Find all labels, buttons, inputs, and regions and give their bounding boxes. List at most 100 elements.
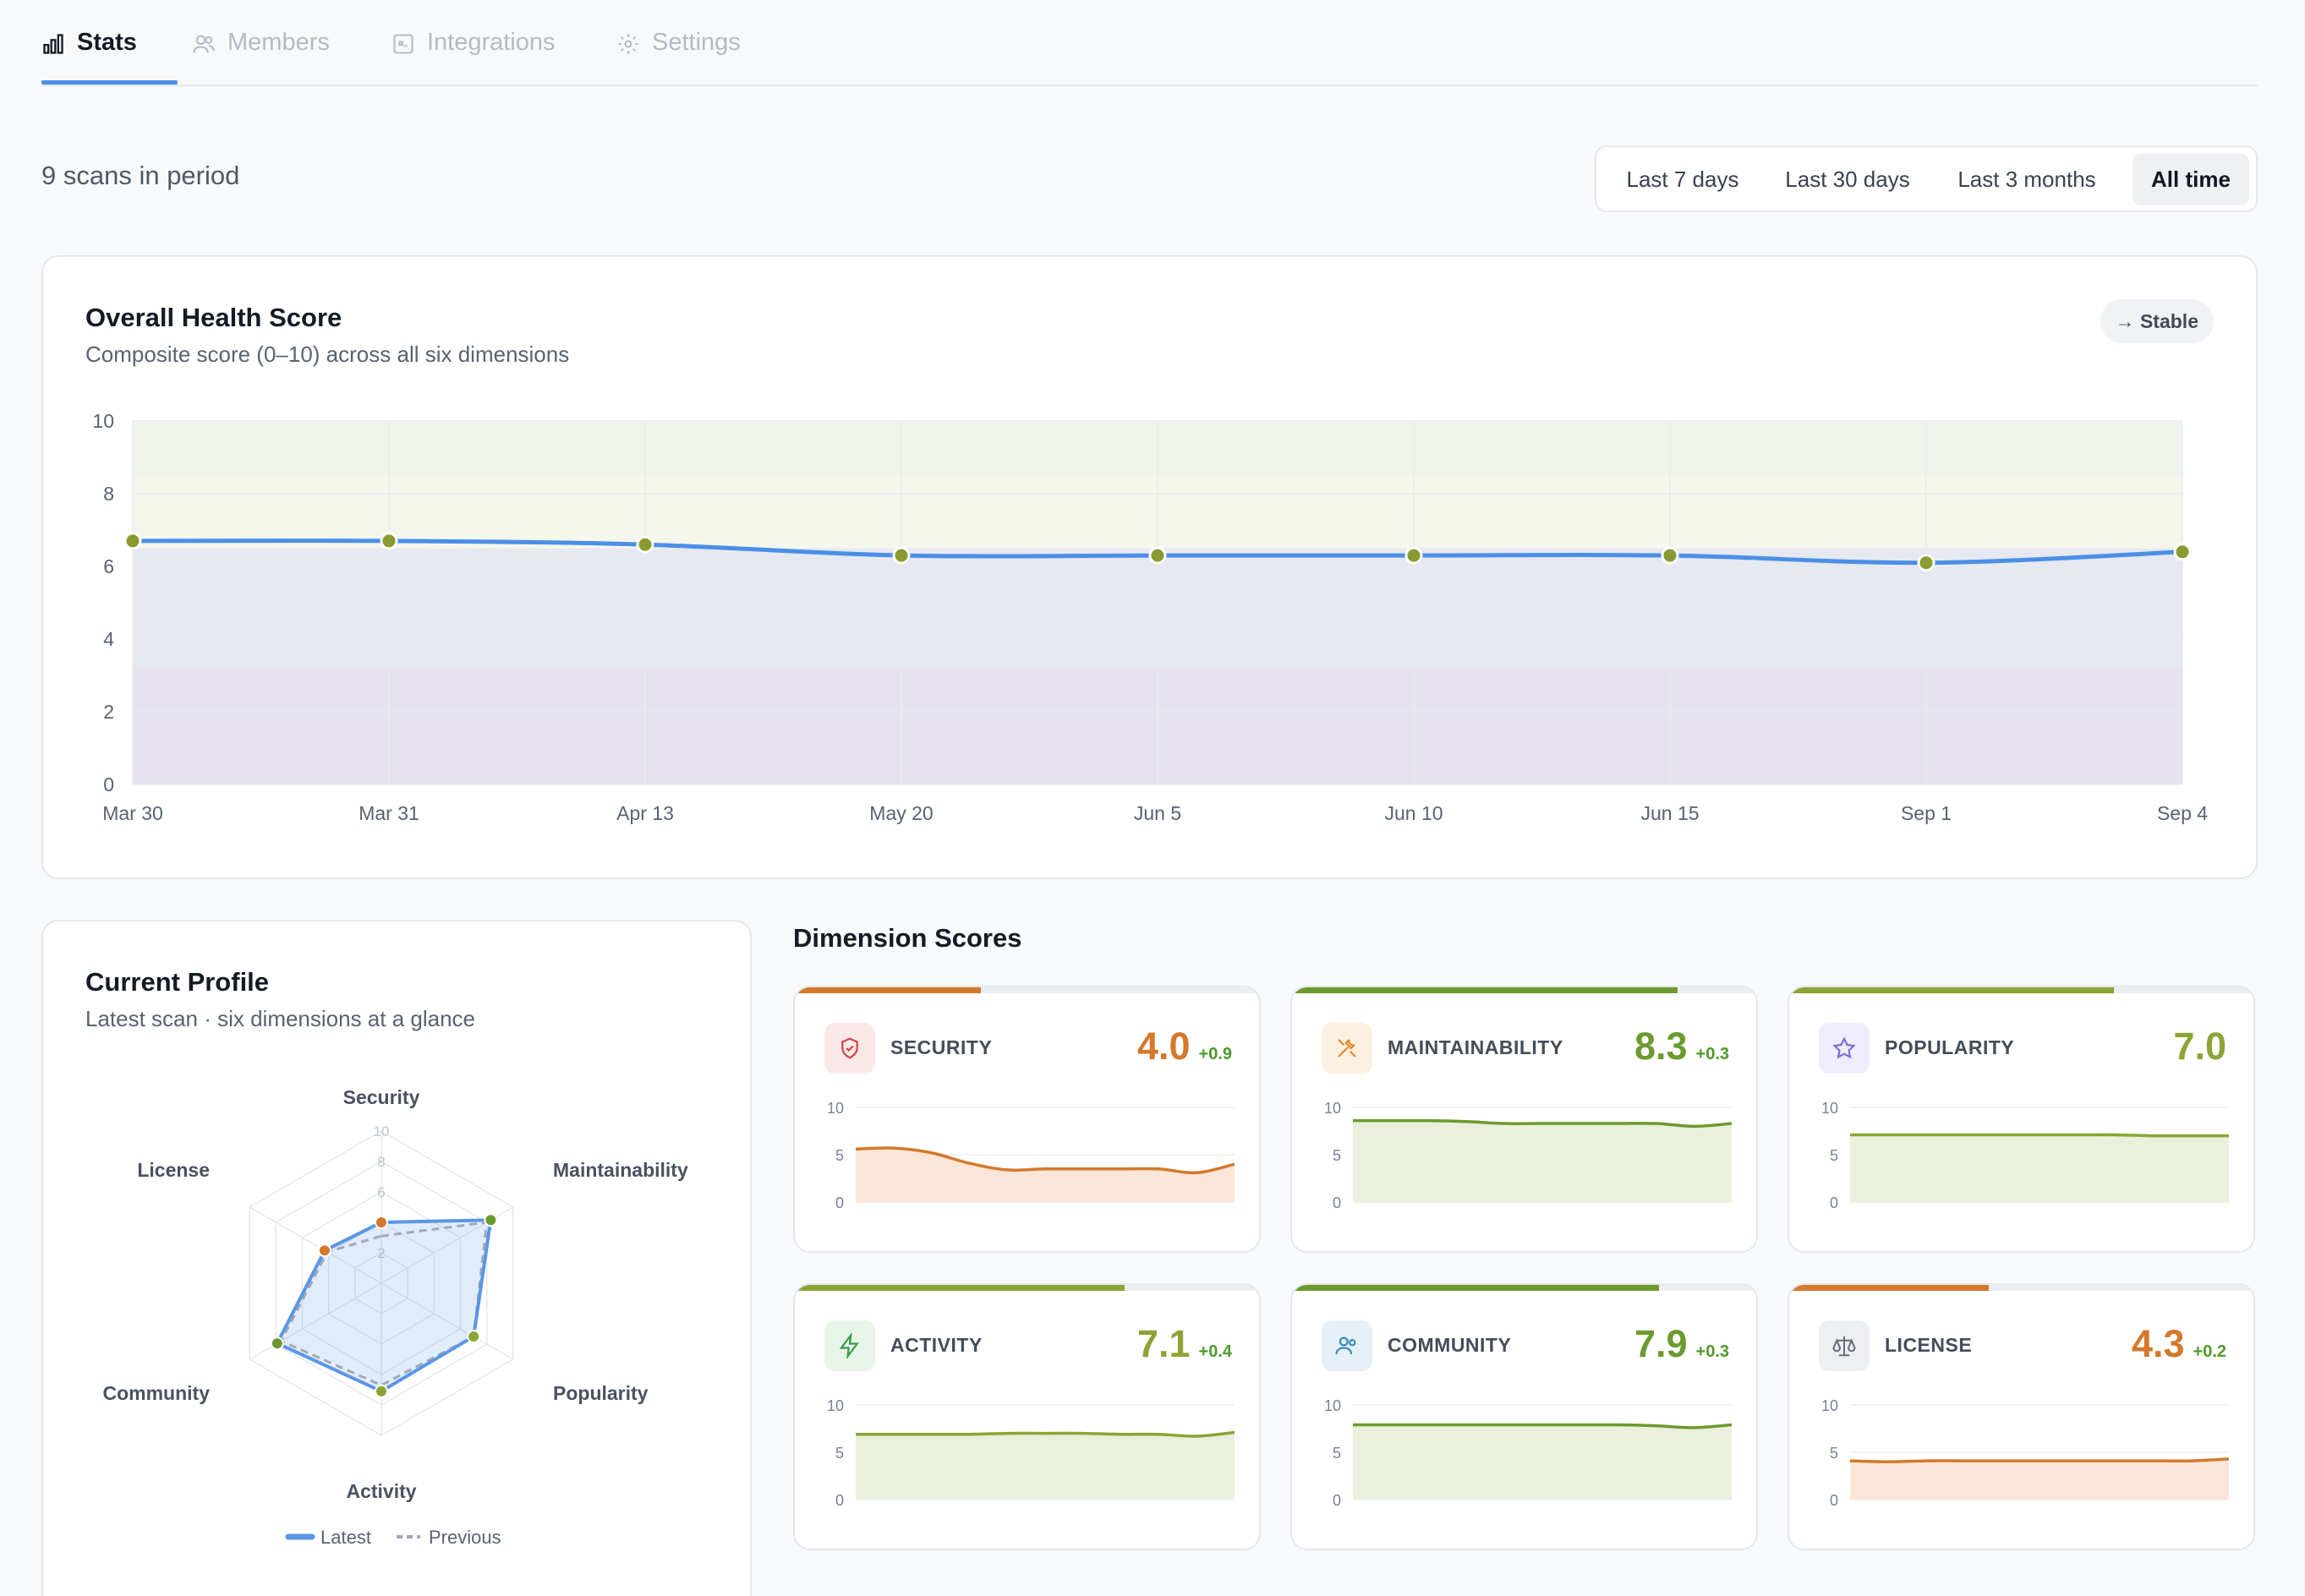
- radar-spoke: [381, 1282, 514, 1360]
- radar-axis-label: Maintainability: [553, 1159, 688, 1181]
- dimension-card-security[interactable]: SECURITY 4.0 +0.9 10 5 0: [793, 986, 1261, 1253]
- x-tick-label: Sep 4: [2157, 802, 2208, 824]
- x-tick-label: Mar 31: [359, 802, 419, 824]
- score-delta: +0.3: [1695, 1342, 1729, 1361]
- legend-previous-label: Previous: [429, 1527, 501, 1547]
- spark-tick-label: 10: [827, 1100, 844, 1117]
- spark-tick-label: 5: [835, 1445, 844, 1462]
- dimension-score: 7.0: [2173, 1025, 2226, 1068]
- y-tick-label: 2: [103, 701, 114, 723]
- tab-label: Stats: [77, 29, 137, 56]
- star-icon: [1819, 1023, 1870, 1074]
- x-tick-label: Sep 1: [1901, 802, 1952, 824]
- scale-icon: [1819, 1320, 1870, 1371]
- dimension-name: SECURITY: [890, 1036, 993, 1058]
- score-delta: +0.2: [2193, 1342, 2226, 1361]
- spark-line: [1352, 1423, 1733, 1429]
- dimension-card-maintainability[interactable]: MAINTAINABILITY 8.3 +0.3 10 5 0: [1290, 986, 1758, 1253]
- score-bar-fill: [1789, 1285, 1990, 1291]
- tab-members[interactable]: Members: [192, 29, 330, 86]
- radar-ring-label: 2: [377, 1245, 385, 1261]
- radar-chart: 246810SecurityMaintainabilityPopularityA…: [103, 1086, 688, 1547]
- range-last-30-days[interactable]: Last 30 days: [1785, 167, 1910, 192]
- score-bar-fill: [1292, 987, 1678, 993]
- tools-icon: [1322, 1023, 1372, 1074]
- score-group: 7.0: [2173, 1025, 2226, 1069]
- score-bar-track: [795, 987, 1259, 993]
- sparkline-chart: 10 5 0: [827, 1397, 1235, 1509]
- spark-area: [1353, 1120, 1732, 1202]
- radar-point: [317, 1243, 331, 1258]
- tab-bar: Stats Members Integrations Settings: [41, 0, 2258, 86]
- y-tick-label: 0: [103, 773, 114, 795]
- spark-area: [856, 1147, 1235, 1202]
- dimension-card-license[interactable]: LICENSE 4.3 +0.2 10 5 0: [1788, 1283, 2255, 1550]
- radar-point: [467, 1330, 481, 1343]
- dimension-card-popularity[interactable]: POPULARITY 7.0 10 5 0: [1788, 986, 2255, 1253]
- range-all-time[interactable]: All time: [2133, 154, 2249, 205]
- spark-area: [1850, 1134, 2229, 1202]
- score-delta: +0.4: [1198, 1342, 1232, 1361]
- tab-label: Settings: [652, 29, 741, 56]
- active-tab-indicator: [41, 80, 178, 85]
- spark-tick-label: 10: [1821, 1397, 1838, 1414]
- score-bar-track: [1789, 1285, 2253, 1291]
- spark-line: [1352, 1118, 1733, 1129]
- spark-area: [1353, 1424, 1732, 1500]
- spark-tick-label: 0: [1830, 1194, 1838, 1211]
- tab-label: Integrations: [427, 29, 556, 56]
- shield-icon: [824, 1023, 875, 1074]
- bar-chart-icon: [43, 34, 63, 54]
- data-point: [1148, 546, 1167, 565]
- spark-tick-label: 5: [1333, 1147, 1341, 1164]
- bolt-icon: [824, 1320, 875, 1371]
- radar-point: [484, 1213, 498, 1227]
- spark-tick-label: 5: [835, 1147, 844, 1164]
- dimension-score: 8.3: [1634, 1025, 1688, 1068]
- radar-spoke: [249, 1206, 382, 1284]
- spark-tick-label: 0: [1333, 1492, 1341, 1509]
- spark-area: [856, 1432, 1235, 1500]
- range-last-7-days[interactable]: Last 7 days: [1626, 167, 1739, 192]
- dimension-card-activity[interactable]: ACTIVITY 7.1 +0.4 10 5 0: [793, 1283, 1261, 1550]
- tab-label: Members: [227, 29, 330, 56]
- y-tick-label: 6: [103, 555, 114, 577]
- sparkline-chart: 10 5 0: [1821, 1100, 2229, 1211]
- trend-badge: → Stable: [2100, 299, 2214, 343]
- health-subtitle: Composite score (0–10) across all six di…: [85, 342, 570, 367]
- spark-line: [1850, 1133, 2229, 1138]
- dimension-name: COMMUNITY: [1388, 1334, 1512, 1356]
- dimension-name: POPULARITY: [1885, 1036, 2015, 1058]
- users-icon: [193, 35, 215, 53]
- spark-area: [1850, 1458, 2229, 1500]
- dimension-name: ACTIVITY: [890, 1334, 983, 1356]
- tab-integrations[interactable]: Integrations: [391, 29, 556, 86]
- dimension-name: MAINTAINABILITY: [1388, 1036, 1563, 1058]
- radar-axis-label: Activity: [346, 1480, 416, 1502]
- spark-tick-label: 10: [1821, 1100, 1838, 1117]
- tab-stats[interactable]: Stats: [41, 29, 137, 86]
- spark-tick-label: 5: [1333, 1445, 1341, 1462]
- spark-line: [856, 1430, 1235, 1438]
- profile-card: Current Profile Latest scan · six dimens…: [41, 920, 752, 1596]
- scan-count: 9 scans in period: [41, 161, 240, 190]
- radar-axis-label: Community: [103, 1382, 211, 1404]
- score-bar-fill: [795, 987, 981, 993]
- dimension-scores-heading: Dimension Scores: [793, 923, 1022, 953]
- score-group: 7.9 +0.3: [1634, 1322, 1729, 1366]
- radar-axis-label: Popularity: [553, 1382, 649, 1404]
- plug-icon: [393, 34, 413, 54]
- score-group: 4.3 +0.2: [2132, 1322, 2226, 1366]
- radar-axis-label: Security: [343, 1086, 420, 1108]
- score-group: 4.0 +0.9: [1137, 1025, 1232, 1069]
- tab-settings[interactable]: Settings: [616, 29, 741, 86]
- dimension-card-community[interactable]: COMMUNITY 7.9 +0.3 10 5 0: [1290, 1283, 1758, 1550]
- health-title: Overall Health Score: [85, 303, 342, 332]
- data-point: [1917, 554, 1935, 572]
- range-last-3-months[interactable]: Last 3 months: [1957, 167, 2096, 192]
- profile-title: Current Profile: [85, 967, 270, 997]
- data-point: [1661, 546, 1679, 565]
- dimension-score: 7.1: [1136, 1322, 1191, 1365]
- dimension-name: LICENSE: [1885, 1334, 1973, 1356]
- spark-tick-label: 0: [1830, 1492, 1838, 1509]
